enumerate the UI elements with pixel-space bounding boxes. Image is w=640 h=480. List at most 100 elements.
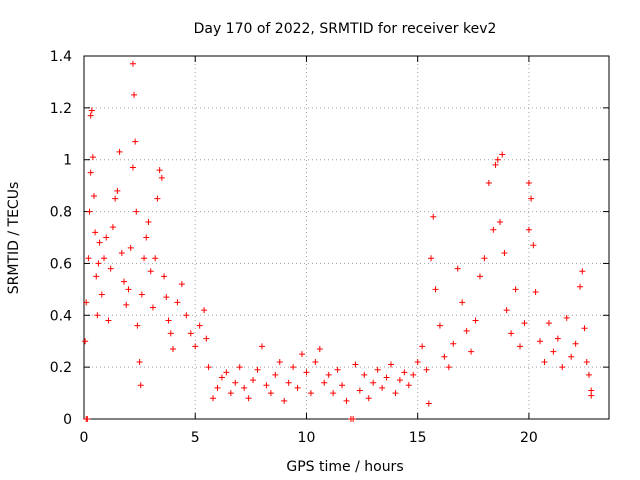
y-tick-label: 0.4: [50, 308, 72, 324]
data-point: [432, 286, 439, 293]
data-point: [563, 314, 570, 321]
data-point: [521, 320, 528, 327]
grid: [84, 56, 609, 419]
data-point: [316, 345, 323, 352]
data-point: [468, 348, 475, 355]
data-point: [392, 390, 399, 397]
data-point: [127, 244, 134, 251]
data-point: [541, 358, 548, 365]
data-point: [554, 335, 561, 342]
data-point: [138, 291, 145, 298]
data-point: [436, 322, 443, 329]
data-point: [517, 343, 524, 350]
data-point: [167, 330, 174, 337]
y-tick-label: 1.4: [50, 49, 72, 65]
data-point: [93, 273, 100, 280]
data-point: [356, 387, 363, 394]
data-point: [419, 343, 426, 350]
data-point: [210, 395, 217, 402]
data-point: [525, 226, 532, 233]
data-point: [312, 358, 319, 365]
y-axis-label: SRMTID / TECUs: [6, 182, 22, 295]
data-point: [512, 286, 519, 293]
data-point: [545, 320, 552, 327]
data-point: [472, 317, 479, 324]
data-point: [165, 317, 172, 324]
data-point: [241, 384, 248, 391]
data-point: [577, 283, 584, 290]
data-point: [232, 379, 239, 386]
data-point: [94, 312, 101, 319]
data-point: [352, 361, 359, 368]
data-point: [163, 294, 170, 301]
data-point: [187, 330, 194, 337]
data-point: [96, 239, 103, 246]
data-point: [143, 234, 150, 241]
data-point: [572, 340, 579, 347]
data-point: [174, 299, 181, 306]
data-point: [154, 195, 161, 202]
data-point: [156, 167, 163, 174]
data-point: [559, 364, 566, 371]
data-point: [85, 255, 92, 262]
data-point: [149, 304, 156, 311]
data-point: [365, 395, 372, 402]
data-point: [267, 390, 274, 397]
data-point: [379, 384, 386, 391]
data-point: [83, 299, 90, 306]
data-point: [370, 379, 377, 386]
data-point: [178, 281, 185, 288]
data-point: [294, 384, 301, 391]
data-point: [425, 400, 432, 407]
data-point: [112, 195, 119, 202]
data-point: [463, 327, 470, 334]
data-points: [82, 60, 595, 422]
data-point: [145, 218, 152, 225]
y-tick-label: 1: [63, 153, 72, 169]
plot-frame: [83, 55, 610, 420]
data-point: [532, 288, 539, 295]
x-tick-label: 5: [191, 430, 200, 446]
data-point: [441, 353, 448, 360]
data-point: [205, 364, 212, 371]
data-point: [550, 348, 557, 355]
data-point: [91, 193, 98, 200]
data-point: [588, 392, 595, 399]
data-point: [492, 161, 499, 168]
data-point: [281, 397, 288, 404]
data-point: [454, 265, 461, 272]
data-point: [579, 268, 586, 275]
data-point: [203, 335, 210, 342]
data-point: [218, 374, 225, 381]
data-point: [245, 395, 252, 402]
data-point: [272, 371, 279, 378]
data-point: [82, 338, 89, 345]
data-point: [89, 154, 96, 161]
data-point: [87, 112, 94, 119]
data-point: [129, 164, 136, 171]
data-point: [430, 213, 437, 220]
data-point: [321, 379, 328, 386]
data-point: [196, 322, 203, 329]
data-point: [423, 366, 430, 373]
data-point: [129, 60, 136, 67]
data-point: [103, 234, 110, 241]
data-point: [299, 351, 306, 358]
data-point: [223, 369, 230, 376]
data-point: [503, 307, 510, 314]
x-tick-label: 20: [520, 430, 538, 446]
data-point: [374, 366, 381, 373]
data-point: [501, 250, 508, 257]
data-point: [137, 382, 144, 389]
data-point: [254, 366, 261, 373]
data-point: [494, 156, 501, 163]
x-tick-label: 10: [298, 430, 316, 446]
data-point: [92, 229, 99, 236]
data-point: [396, 377, 403, 384]
data-point: [499, 151, 506, 158]
data-point: [250, 377, 257, 384]
data-point: [236, 364, 243, 371]
y-tick-label: 0: [63, 412, 72, 428]
data-point: [401, 369, 408, 376]
data-point: [95, 260, 102, 267]
